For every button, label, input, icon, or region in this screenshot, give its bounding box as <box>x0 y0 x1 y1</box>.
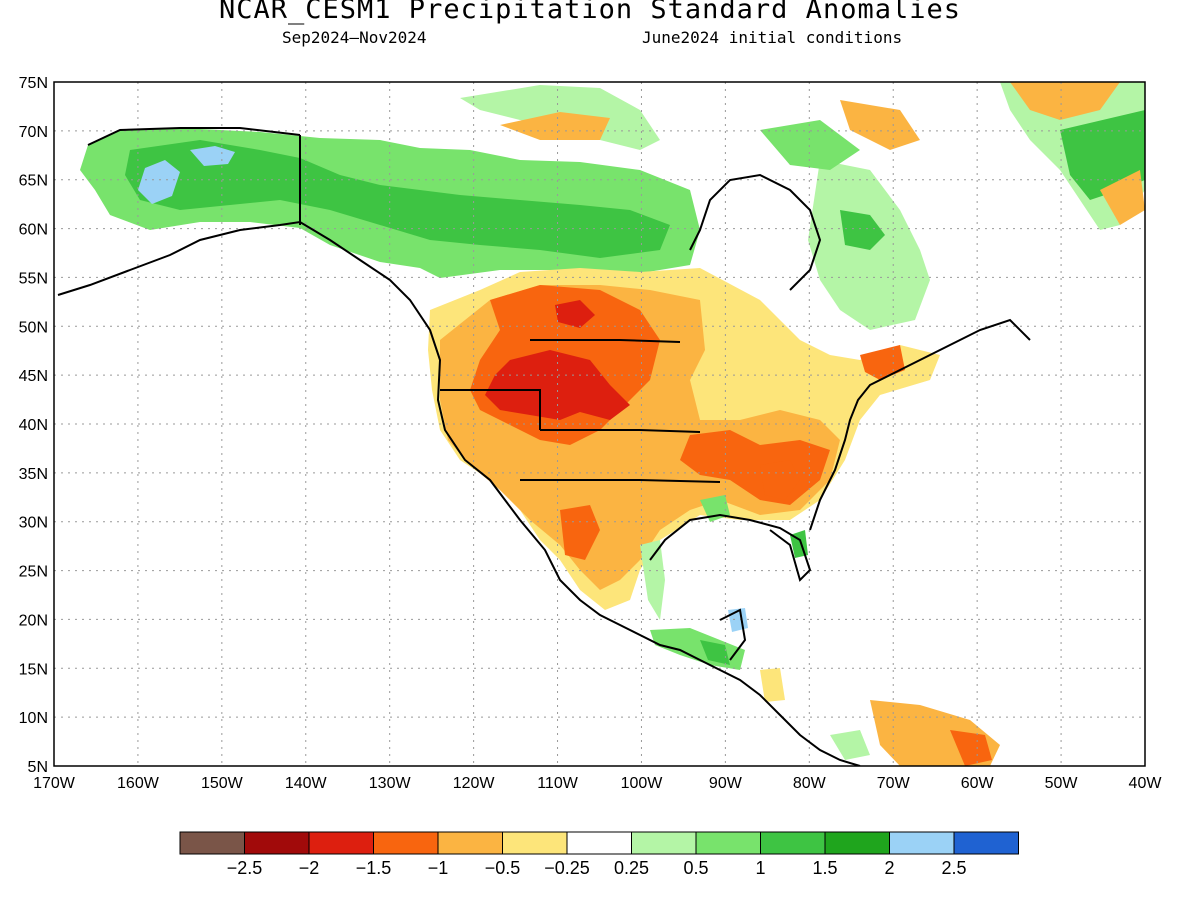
anomaly-wet-south <box>640 495 870 760</box>
anomaly-dry-conus <box>428 268 940 610</box>
latitude-label: 45N <box>19 368 48 385</box>
longitude-label: 90W <box>709 775 743 792</box>
longitude-label: 60W <box>961 775 995 792</box>
latitude-label: 30N <box>19 515 48 532</box>
map-area <box>54 82 1145 766</box>
colorbar-swatch <box>631 831 697 855</box>
colorbar-swatch <box>566 831 632 855</box>
longitude-label: 130W <box>369 775 412 792</box>
latitude-label: 25N <box>19 564 48 581</box>
latitude-label: 5N <box>28 759 48 776</box>
colorbar-swatch <box>695 831 761 855</box>
longitude-label: 80W <box>793 775 827 792</box>
anomaly-dry-baffin <box>840 100 920 150</box>
latitude-labels: 75N 70N 65N 60N 55N 50N 45N 40N 35N 30N 25N 20N 15N 1… <box>19 75 48 776</box>
latitude-label: 55N <box>19 270 48 287</box>
colorbar-label: −2.5 <box>227 858 263 878</box>
latitude-label: 10N <box>19 710 48 727</box>
longitude-label: 70W <box>877 775 911 792</box>
anomaly-wet-east-canada <box>760 120 930 330</box>
longitude-label: 40W <box>1129 775 1163 792</box>
latitude-label: 15N <box>19 661 48 678</box>
colorbar-swatch <box>373 831 439 855</box>
anomaly-dry-arctic <box>500 112 610 140</box>
colorbar-swatch <box>244 831 310 855</box>
longitude-label: 120W <box>453 775 496 792</box>
forecast-period: Sep2024—Nov2024 <box>282 28 427 47</box>
map-gridlines <box>54 82 1145 766</box>
latitude-label: 50N <box>19 319 48 336</box>
latitude-label: 60N <box>19 222 48 239</box>
longitude-label: 150W <box>201 775 244 792</box>
colorbar-swatch <box>308 831 374 855</box>
longitude-labels: 170W 160W 150W 140W 130W 120W 110W 100W 90W 80W 70… <box>33 775 1162 792</box>
colorbar-swatch <box>502 831 568 855</box>
colorbar-label: 0.25 <box>614 858 649 878</box>
longitude-label: 170W <box>33 775 76 792</box>
latitude-label: 65N <box>19 173 48 190</box>
map-title: NCAR_CESM1 Precipitation Standard Anomal… <box>219 0 961 25</box>
colorbar-label: 2 <box>884 858 894 878</box>
colorbar-swatch <box>179 831 245 855</box>
colorbar-swatch <box>437 831 503 855</box>
latitude-label: 20N <box>19 612 48 629</box>
longitude-label: 160W <box>117 775 160 792</box>
latitude-label: 35N <box>19 466 48 483</box>
colorbar-label: −0.5 <box>485 858 521 878</box>
colorbar-label: 1 <box>755 858 765 878</box>
colorbar-swatch <box>760 831 826 855</box>
map-frame <box>53 81 1146 767</box>
colorbar-swatch <box>824 831 890 855</box>
colorbar: −2.5 −2 −1.5 −1 −0.5 −0.25 0.25 0.5 1 1.5 2 2.5 <box>179 831 1019 878</box>
longitude-label: 140W <box>285 775 328 792</box>
latitude-label: 40N <box>19 417 48 434</box>
longitude-label: 100W <box>621 775 664 792</box>
colorbar-label: −1 <box>428 858 449 878</box>
initial-conditions: June2024 initial conditions <box>642 28 903 47</box>
longitude-label: 50W <box>1045 775 1079 792</box>
longitude-label: 110W <box>537 775 579 792</box>
anomaly-dry-south <box>760 668 1000 766</box>
colorbar-label: −1.5 <box>356 858 392 878</box>
colorbar-label: 0.5 <box>683 858 708 878</box>
latitude-label: 75N <box>19 75 48 92</box>
anomaly-greenland <box>1000 82 1145 230</box>
colorbar-swatch <box>953 831 1019 855</box>
colorbar-label: 2.5 <box>941 858 966 878</box>
colorbar-swatch <box>889 831 955 855</box>
colorbar-label: −0.25 <box>544 858 590 878</box>
colorbar-label: 1.5 <box>812 858 837 878</box>
coastlines <box>57 127 1031 766</box>
colorbar-label: −2 <box>299 858 320 878</box>
latitude-label: 70N <box>19 124 48 141</box>
